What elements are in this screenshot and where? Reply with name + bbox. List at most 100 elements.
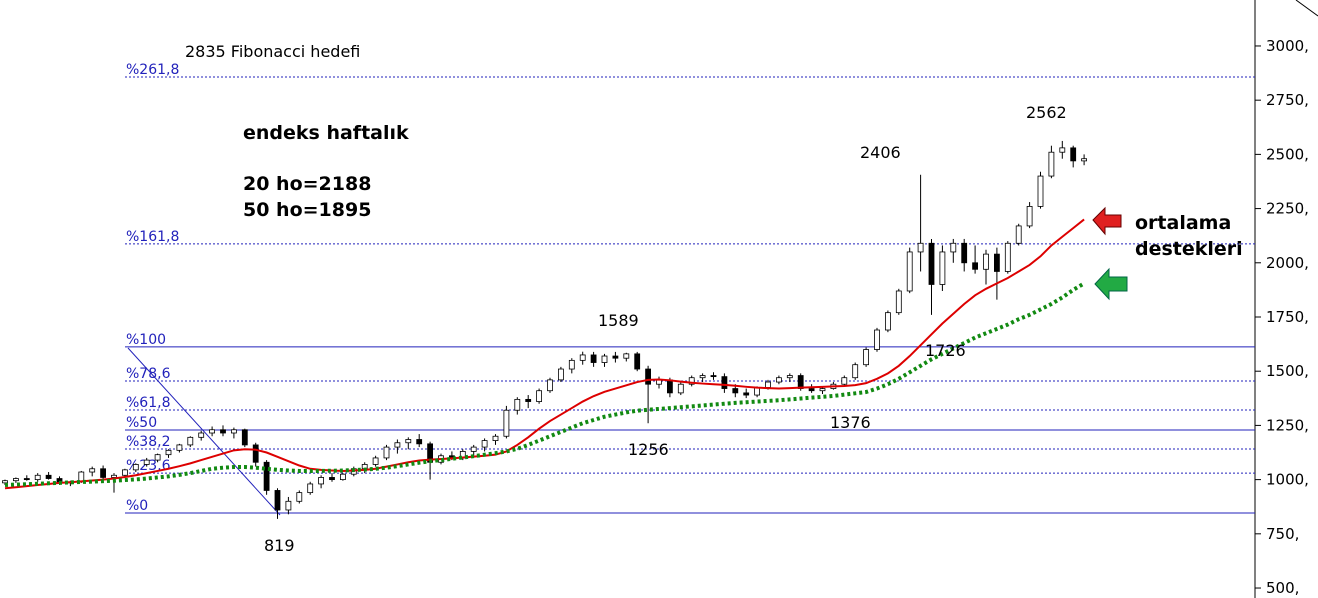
red-arrow xyxy=(1092,206,1122,236)
candle-body xyxy=(547,379,553,392)
candle-body xyxy=(699,375,706,379)
annotation: 20 ho=2188 xyxy=(243,173,371,195)
candle-body xyxy=(732,388,739,394)
fib-label: %261,8 xyxy=(126,62,179,78)
candle-body xyxy=(885,312,891,331)
candle-body xyxy=(994,253,1000,272)
y-tick-label: 1500, xyxy=(1266,362,1309,380)
candle-body xyxy=(1048,151,1055,177)
candle-body xyxy=(416,439,423,445)
candle-body xyxy=(154,454,161,461)
candle-body xyxy=(688,377,695,385)
candle-body xyxy=(536,390,542,402)
candle-body xyxy=(23,478,30,481)
candle-body xyxy=(132,464,139,471)
candle-body xyxy=(590,354,597,363)
candle-body xyxy=(318,477,325,485)
candle-body xyxy=(187,436,194,446)
y-tick-label: 2000, xyxy=(1266,254,1309,272)
candle-body xyxy=(307,483,314,494)
candle-body xyxy=(503,409,510,437)
corner-line xyxy=(1295,0,1318,17)
candle-body xyxy=(797,375,804,389)
candle-body xyxy=(514,398,521,411)
candle-body xyxy=(111,474,117,478)
fib-label: %61,8 xyxy=(126,395,170,411)
green-arrow xyxy=(1094,267,1128,301)
moving-average xyxy=(4,218,1085,490)
candle-body xyxy=(285,500,292,511)
candle-body xyxy=(895,290,902,314)
candle-body xyxy=(470,446,477,452)
candle-body xyxy=(122,469,128,476)
candle-body xyxy=(961,242,968,264)
fib-label: %161,8 xyxy=(126,229,179,245)
candle-body xyxy=(383,446,390,459)
candle-body xyxy=(743,392,750,396)
candle-body xyxy=(45,474,52,479)
candle-body xyxy=(863,349,869,366)
candle-body xyxy=(89,468,96,473)
candle-body xyxy=(329,477,335,481)
annotation: 2562 xyxy=(1026,103,1067,122)
candle-body xyxy=(2,480,8,484)
annotation: 1726 xyxy=(925,341,966,360)
candle-body xyxy=(34,474,41,481)
candle-body xyxy=(372,457,379,465)
annotation: ortalama xyxy=(1135,212,1231,234)
y-tick-label: 2750, xyxy=(1266,91,1309,109)
candle-body xyxy=(950,242,957,253)
candle-body xyxy=(634,353,641,370)
candle-body xyxy=(874,329,880,350)
candle-body xyxy=(394,442,401,448)
candle-body xyxy=(786,375,793,379)
candle-body xyxy=(176,444,183,451)
y-tick-label: 1750, xyxy=(1266,308,1309,326)
annotation: 819 xyxy=(264,536,295,555)
annotation: endeks haftalık xyxy=(243,122,409,144)
candle-body xyxy=(765,381,771,388)
candle-body xyxy=(808,388,815,392)
candle-body xyxy=(852,364,859,379)
candle-body xyxy=(220,429,226,434)
candle-body xyxy=(1004,242,1011,272)
candle-body xyxy=(1070,147,1077,162)
candle-body xyxy=(296,492,303,502)
fib-label: %100 xyxy=(126,332,166,348)
candle-body xyxy=(710,375,717,378)
candle-body xyxy=(1081,158,1087,162)
annotation: 2406 xyxy=(860,143,901,162)
candle-body xyxy=(776,377,782,383)
candle-body xyxy=(1015,225,1022,244)
fib-trend-line xyxy=(127,347,281,516)
candle-body xyxy=(1059,147,1066,153)
candle-body xyxy=(558,368,564,381)
candle-body xyxy=(274,490,281,511)
candle-body xyxy=(339,473,346,481)
y-tick-label: 500, xyxy=(1266,579,1299,597)
candle-body xyxy=(983,253,989,270)
candle-body xyxy=(841,377,848,385)
candle-body xyxy=(667,379,673,394)
candle-body xyxy=(12,478,19,482)
candle-body xyxy=(481,440,488,448)
candle-body xyxy=(209,429,216,434)
candle-body xyxy=(906,251,913,292)
y-tick-label: 1000, xyxy=(1266,471,1309,489)
candle-body xyxy=(601,355,608,363)
annotation: 1589 xyxy=(598,311,639,330)
candle-body xyxy=(928,242,935,285)
candle-body xyxy=(939,251,946,285)
candle-body xyxy=(579,354,586,361)
candle-body xyxy=(198,432,205,438)
fib-label: %50 xyxy=(126,415,157,431)
candle-body xyxy=(819,388,826,392)
candle-body xyxy=(721,376,728,389)
y-tick-label: 750, xyxy=(1266,525,1299,543)
y-tick-label: 2250, xyxy=(1266,200,1309,218)
annotation: destekleri xyxy=(1135,238,1243,260)
candle-body xyxy=(263,461,270,491)
annotation: 1256 xyxy=(628,440,669,459)
y-tick-label: 3000, xyxy=(1266,37,1309,55)
